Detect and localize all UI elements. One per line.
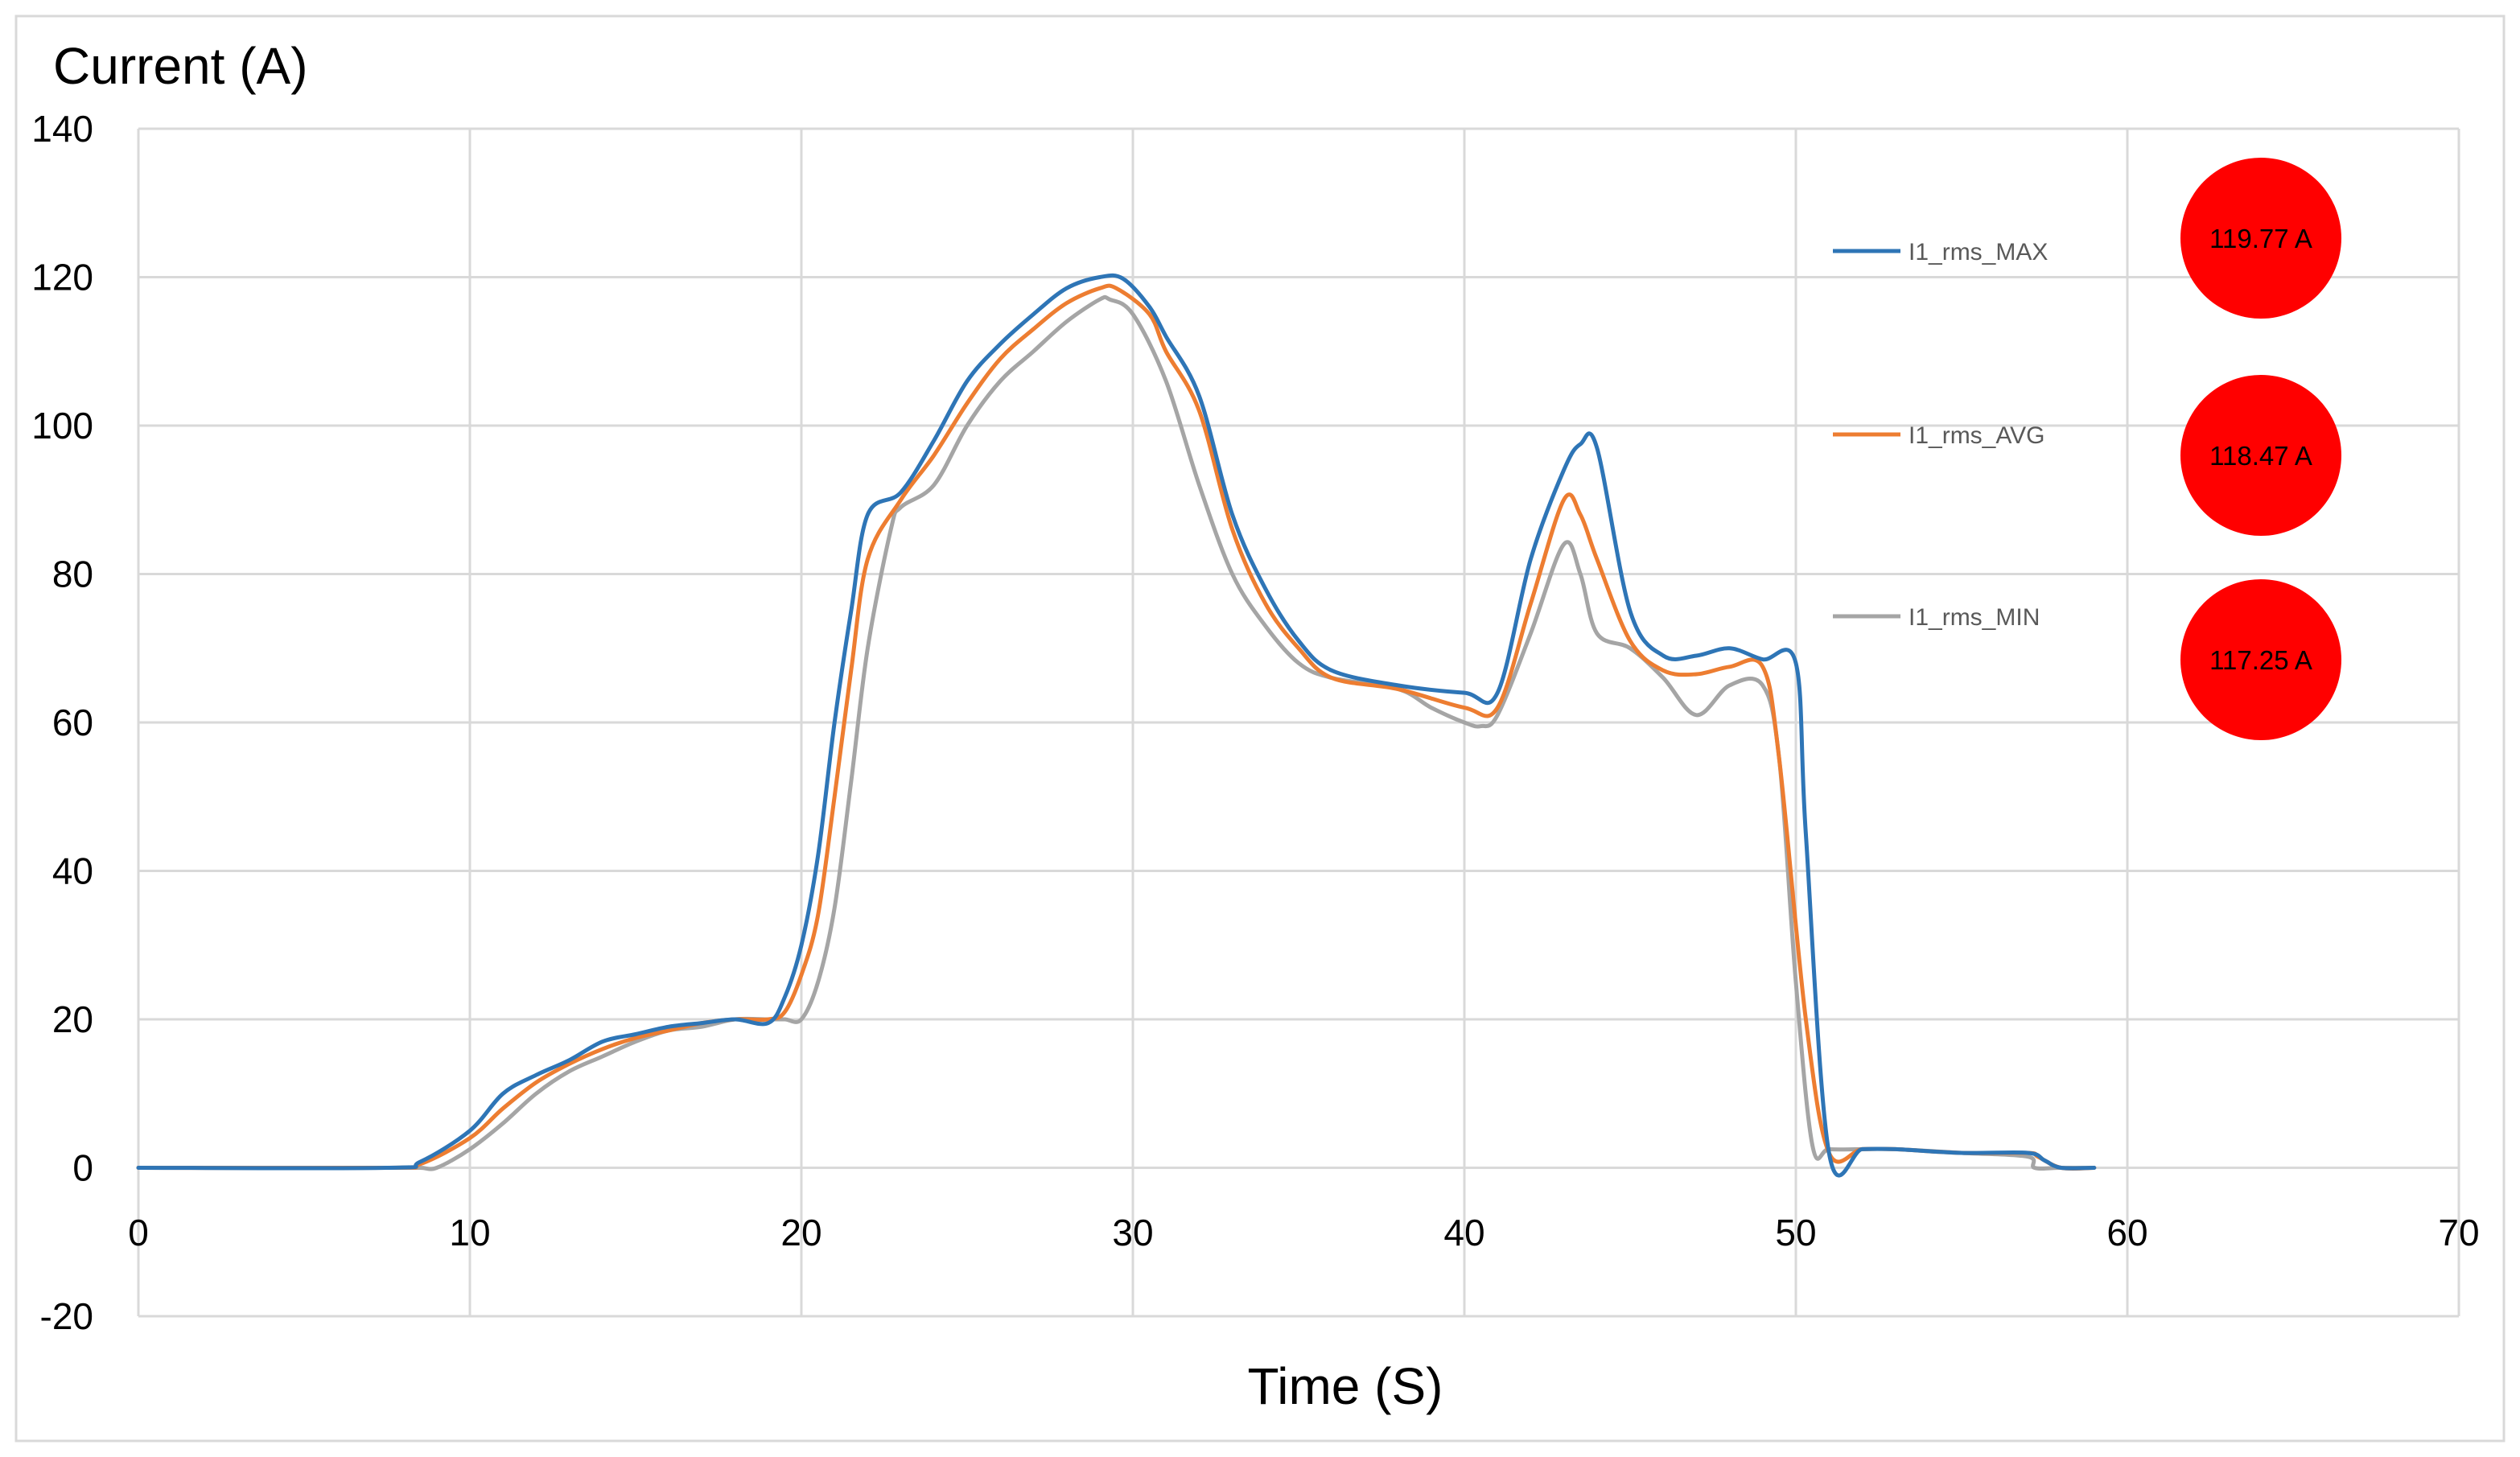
legend-label-i1-rms-max: I1_rms_MAX <box>1909 239 2048 265</box>
grid-lines <box>137 127 2460 1318</box>
chart-frame <box>14 14 2506 1443</box>
x-tick-label: 60 <box>2106 1212 2147 1253</box>
series-lines <box>136 273 2097 1178</box>
y-tick-label: 140 <box>31 108 93 150</box>
y-tick-label: 20 <box>52 998 93 1040</box>
value-badge-circle <box>2180 158 2341 319</box>
y-tick-label: -20 <box>40 1295 93 1337</box>
x-axis-title: Time (S) <box>1248 1357 1443 1415</box>
x-tick-label: 30 <box>1112 1212 1153 1253</box>
value-badge-label: 118.47 A <box>2209 441 2312 471</box>
y-tick-label: 120 <box>31 257 93 298</box>
y-tick-label: 100 <box>31 405 93 447</box>
legend-label-i1-rms-avg: I1_rms_AVG <box>1909 422 2045 449</box>
value-badge-label: 117.25 A <box>2209 645 2312 675</box>
y-tick-label: 60 <box>52 702 93 743</box>
y-axis-title: Current (A) <box>53 37 308 95</box>
x-tick-label: 40 <box>1443 1212 1484 1253</box>
y-tick-label: 40 <box>52 850 93 892</box>
value-badge-circle <box>2180 375 2341 536</box>
y-tick-label: 80 <box>52 554 93 595</box>
series-line-i1-rms-avg <box>136 283 2097 1171</box>
x-tick-label: 70 <box>2438 1212 2479 1253</box>
series-line-i1-rms-max <box>136 273 2097 1178</box>
tick-labels: -20 0 20 40 60 80 100 120 140 0 10 20 30 40 50 60 70 <box>31 108 2479 1337</box>
x-tick-label: 0 <box>128 1212 149 1253</box>
value-badge-label: 119.77 A <box>2209 224 2312 253</box>
value-badge-circle <box>2180 579 2341 740</box>
legend-label-i1-rms-min: I1_rms_MIN <box>1909 604 2040 631</box>
x-tick-label: 10 <box>449 1212 490 1253</box>
x-tick-label: 50 <box>1775 1212 1816 1253</box>
y-tick-label: 0 <box>72 1147 93 1189</box>
x-tick-label: 20 <box>780 1212 821 1253</box>
legend: I1_rms_MAX I1_rms_AVG I1_rms_MIN <box>1833 239 2048 631</box>
value-badges: 119.77 A 118.47 A 117.25 A <box>2180 158 2341 740</box>
